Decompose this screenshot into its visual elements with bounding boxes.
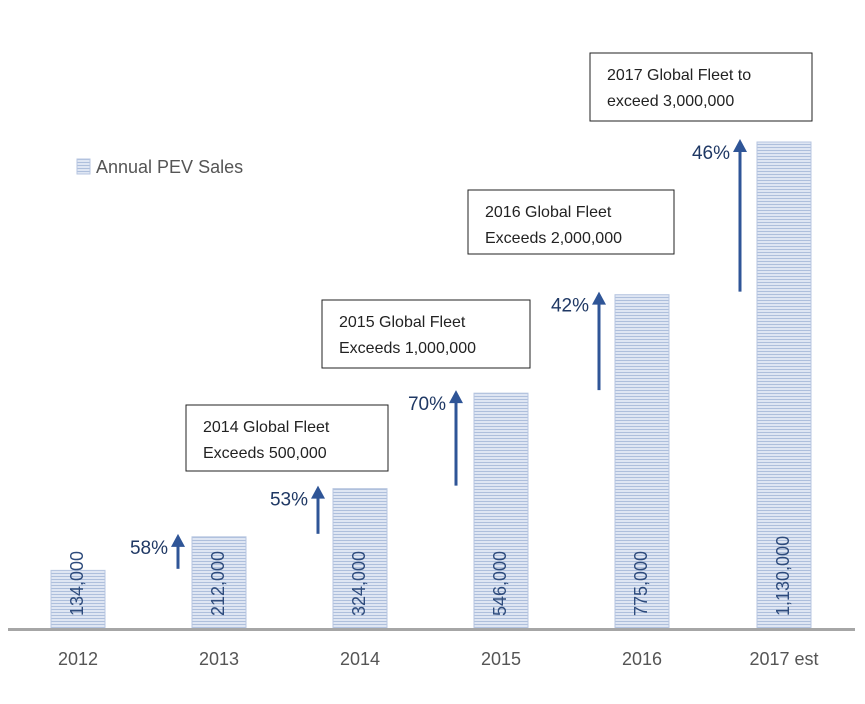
value-labels-group: 134,000 212,000 324,000 546,000 775,000 1,130… <box>67 536 793 616</box>
bars-group <box>50 141 812 629</box>
annotation-box <box>321 299 531 369</box>
growth-percent-label: 42% <box>551 296 589 317</box>
annotation-text: Exceeds 500,000 <box>203 445 327 462</box>
growth-arrow-head <box>449 390 463 404</box>
legend-label: Annual PEV Sales <box>96 157 243 177</box>
bar-2013 <box>191 536 247 629</box>
x-tick-labels-group: 2012 2013 2014 2015 2016 2017 est <box>58 649 819 669</box>
bar-value-label: 134,000 <box>67 551 87 616</box>
annotations-group: 2014 Global Fleet Exceeds 500,000 2015 Glo… <box>185 52 813 472</box>
annotation-box <box>589 52 813 122</box>
bar-value-label: 1,130,000 <box>773 536 793 616</box>
growth-arrow-head <box>592 291 606 305</box>
bar-2015 <box>473 392 529 629</box>
bar-2014 <box>332 488 388 629</box>
growth-percent-label: 70% <box>408 394 446 415</box>
legend-swatch <box>76 158 91 175</box>
annotation-text: 2017 Global Fleet to <box>607 67 751 84</box>
x-tick-label: 2013 <box>199 649 239 669</box>
x-tick-label: 2014 <box>340 649 380 669</box>
annotation-text: 2015 Global Fleet <box>339 314 466 331</box>
x-tick-label: 2017 est <box>749 649 818 669</box>
annotation-box <box>185 404 389 472</box>
bar-value-label: 324,000 <box>349 551 369 616</box>
growth-percent-label: 46% <box>692 143 730 164</box>
x-tick-label: 2012 <box>58 649 98 669</box>
bar-value-label: 775,000 <box>631 551 651 616</box>
legend: Annual PEV Sales <box>76 157 243 177</box>
x-tick-label: 2015 <box>481 649 521 669</box>
bar-2017-est <box>756 141 812 629</box>
growth-percent-label: 53% <box>270 490 308 511</box>
annotation-text: Exceeds 1,000,000 <box>339 340 476 357</box>
bar-value-label: 212,000 <box>208 551 228 616</box>
bar-value-label: 546,000 <box>490 551 510 616</box>
growth-arrow-head <box>733 139 747 152</box>
x-tick-label: 2016 <box>622 649 662 669</box>
annotation-text: Exceeds 2,000,000 <box>485 230 622 247</box>
growth-percent-label: 58% <box>130 538 168 559</box>
bar-2012 <box>50 569 106 629</box>
growth-arrow-head <box>171 533 185 547</box>
annotation-text: exceed 3,000,000 <box>607 93 734 110</box>
growth-arrow-head <box>311 485 325 499</box>
annotation-text: 2014 Global Fleet <box>203 419 330 436</box>
bar-2016 <box>614 294 670 629</box>
growth-arrows-group: 58% 53% 70% 42% 46% <box>130 139 747 569</box>
annotation-box <box>467 189 675 255</box>
annotation-text: 2016 Global Fleet <box>485 204 612 221</box>
